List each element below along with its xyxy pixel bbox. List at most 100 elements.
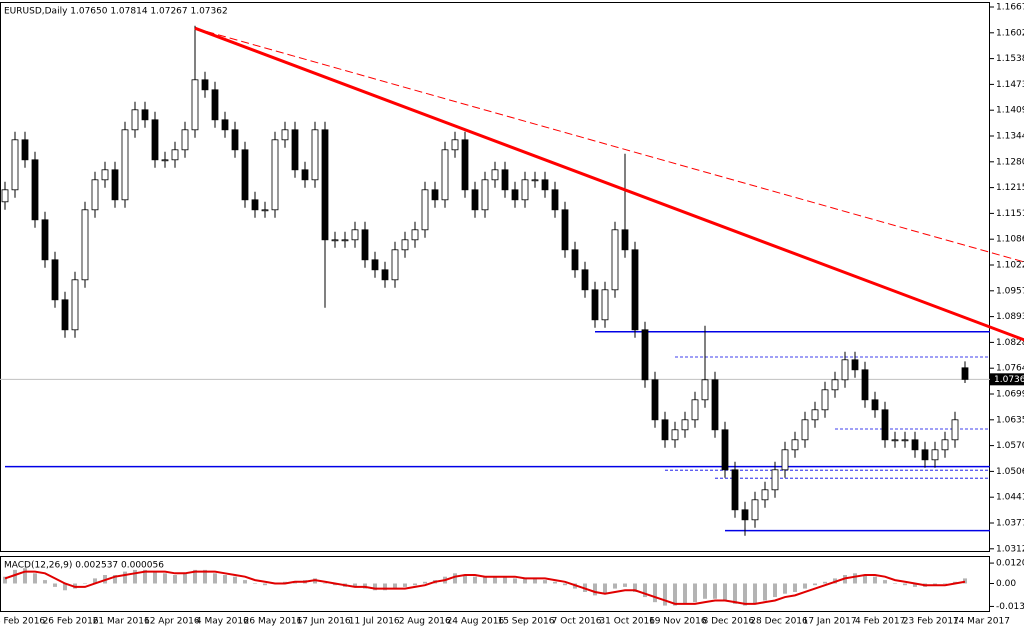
candle-body bbox=[201, 79, 209, 91]
candle-body bbox=[121, 129, 129, 201]
macd-bar bbox=[173, 575, 177, 584]
y-tick-label: 1.12800 bbox=[996, 157, 1024, 167]
macd-bar bbox=[663, 583, 667, 606]
candle-body bbox=[841, 359, 849, 381]
candle-body bbox=[851, 359, 859, 371]
main-panel bbox=[0, 2, 990, 552]
candle-body bbox=[871, 399, 879, 411]
y-tick-label: 1.05060 bbox=[996, 467, 1024, 477]
macd-bar bbox=[853, 573, 857, 584]
x-tick-label: 15 Sep 2016 bbox=[497, 617, 554, 627]
candle-body bbox=[731, 469, 739, 511]
macd-bar bbox=[223, 575, 227, 584]
macd-bar bbox=[603, 583, 607, 594]
candle-body bbox=[671, 429, 679, 441]
candle-body bbox=[1, 189, 9, 203]
candle-body bbox=[151, 119, 159, 161]
candle-body bbox=[941, 439, 949, 451]
candle-body bbox=[551, 189, 559, 211]
current-price-label: 1.07362 bbox=[994, 375, 1024, 385]
candle-body bbox=[421, 189, 429, 231]
candle-body bbox=[181, 129, 189, 151]
macd-bar bbox=[683, 583, 687, 604]
y-tick-label: 1.06350 bbox=[996, 415, 1024, 425]
current-price-tag bbox=[990, 373, 1024, 386]
macd-bar bbox=[153, 571, 157, 584]
macd-bar bbox=[263, 583, 267, 586]
macd-bar bbox=[773, 583, 777, 598]
candle-body bbox=[111, 169, 119, 201]
macd-bar bbox=[593, 583, 597, 596]
macd-bar bbox=[183, 573, 187, 584]
macd-bar bbox=[533, 578, 537, 584]
candle-body bbox=[71, 279, 79, 331]
candle-body bbox=[301, 169, 309, 181]
x-tick-label: 31 Oct 2016 bbox=[599, 617, 655, 627]
y-tick-label: 1.05705 bbox=[996, 441, 1024, 451]
candle-body bbox=[171, 149, 179, 161]
candle-body bbox=[311, 129, 319, 181]
candle-body bbox=[281, 129, 289, 141]
x-tick-label: 8 Dec 2016 bbox=[703, 617, 755, 627]
x-tick-label: 4 Feb 2017 bbox=[855, 617, 905, 627]
macd-bar bbox=[743, 583, 747, 606]
candle-body bbox=[561, 209, 569, 251]
candle-body bbox=[471, 189, 479, 211]
macd-bar bbox=[23, 568, 27, 584]
candle-body bbox=[91, 179, 99, 211]
x-tick-label: 4 Feb 2016 bbox=[0, 617, 45, 627]
y-tick-label: 1.16670 bbox=[996, 3, 1024, 13]
x-tick-label: 7 Oct 2016 bbox=[552, 617, 602, 627]
candle-body bbox=[951, 419, 959, 441]
candle-body bbox=[741, 509, 749, 521]
candle-body bbox=[621, 229, 629, 251]
y-tick-label: 1.03125 bbox=[996, 544, 1024, 554]
candle-body bbox=[901, 439, 909, 442]
candle-body bbox=[811, 409, 819, 421]
candle-body bbox=[771, 469, 779, 491]
candle-body bbox=[911, 439, 919, 451]
macd-bar bbox=[863, 575, 867, 584]
macd-bar bbox=[3, 576, 7, 584]
y-tick-label: 1.03770 bbox=[996, 519, 1024, 529]
candle-body bbox=[491, 169, 499, 181]
candle-body bbox=[331, 239, 339, 242]
y-tick-label: 1.15380 bbox=[996, 54, 1024, 64]
y-tick-label: 1.04415 bbox=[996, 493, 1024, 503]
macd-bar bbox=[753, 583, 757, 604]
macd-bar bbox=[33, 573, 37, 584]
candle-body bbox=[51, 259, 59, 301]
x-tick-label: 4 May 2016 bbox=[196, 617, 249, 627]
candle-body bbox=[391, 249, 399, 281]
candle-body bbox=[371, 259, 379, 271]
macd-bar bbox=[113, 575, 117, 584]
macd-bar bbox=[613, 583, 617, 589]
y-tick-label: 1.12155 bbox=[996, 183, 1024, 193]
x-tick-label: 21 Mar 2016 bbox=[93, 617, 150, 627]
macd-bar bbox=[883, 580, 887, 584]
candle-body bbox=[661, 419, 669, 441]
candle-body bbox=[101, 169, 109, 181]
macd-bar bbox=[553, 581, 557, 584]
candle-body bbox=[501, 169, 509, 191]
candle-body bbox=[361, 229, 369, 261]
x-tick-label: 26 Feb 2016 bbox=[43, 617, 99, 627]
y-tick-label: 1.13445 bbox=[996, 132, 1024, 142]
candle-body bbox=[291, 129, 299, 171]
macd-bar bbox=[243, 580, 247, 584]
candle-body bbox=[341, 239, 349, 242]
macd-bar bbox=[403, 583, 407, 587]
candle-body bbox=[821, 389, 829, 411]
macd-bar bbox=[893, 583, 897, 584]
macd-bar bbox=[43, 580, 47, 584]
candle-body bbox=[221, 119, 229, 131]
candle-body bbox=[721, 429, 729, 471]
macd-bar bbox=[693, 583, 697, 603]
macd-bar bbox=[723, 583, 727, 601]
y-tick-label: 1.09575 bbox=[996, 286, 1024, 296]
macd-bar bbox=[323, 583, 327, 584]
macd-bar bbox=[123, 571, 127, 584]
